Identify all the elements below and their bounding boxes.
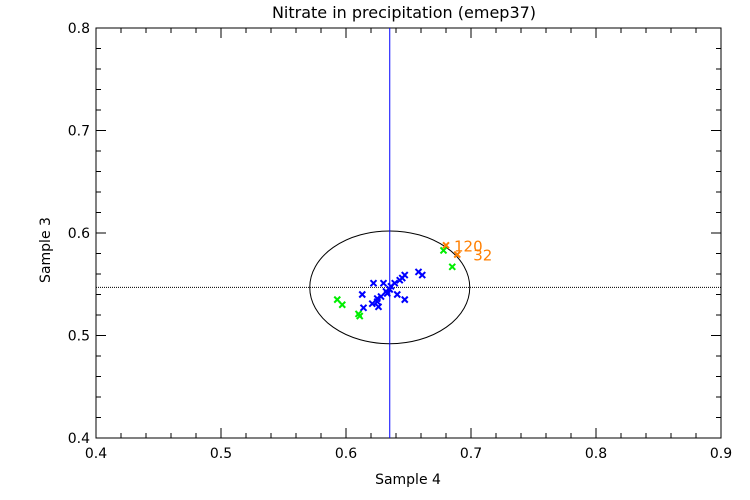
data-point-blue	[379, 279, 388, 287]
y-tick-label: 0.4	[68, 431, 90, 447]
x-tick-label: 0.8	[585, 446, 607, 462]
point-label: 32	[473, 247, 492, 265]
data-point-blue	[418, 271, 426, 279]
data-point-blue	[358, 290, 366, 299]
chart-title: Nitrate in precipitation (emep37)	[272, 3, 536, 22]
y-tick-label: 0.6	[68, 226, 90, 242]
x-tick-label: 0.4	[85, 446, 107, 462]
plot-frame	[95, 27, 722, 439]
x-tick-label: 0.7	[460, 446, 482, 462]
data-point-blue	[393, 290, 401, 299]
y-tick-label: 0.7	[68, 124, 90, 140]
x-tick-label: 0.6	[335, 446, 357, 462]
data-point-blue	[374, 303, 383, 311]
data-point-blue	[369, 279, 378, 287]
x-axis-label: Sample 4	[375, 472, 441, 488]
x-tick-label: 0.5	[210, 446, 232, 462]
data-point-blue	[396, 276, 404, 284]
data-point-blue	[368, 300, 376, 308]
data-point-green	[439, 246, 448, 255]
point-label: 120	[454, 237, 483, 255]
data-point-blue	[359, 304, 368, 312]
data-point-blue	[373, 297, 381, 306]
x-tick-label: 0.9	[710, 446, 732, 462]
y-tick-label: 0.8	[68, 21, 90, 37]
data-point-green	[338, 301, 346, 309]
data-point-green	[333, 295, 341, 304]
y-tick-label: 0.5	[68, 329, 90, 345]
data-point-green	[354, 310, 363, 318]
data-point-blue	[401, 295, 409, 304]
y-axis-label: Sample 3	[38, 217, 54, 283]
data-point-orange	[442, 241, 450, 250]
data-point-orange	[453, 250, 461, 259]
data-point-green	[448, 263, 456, 271]
